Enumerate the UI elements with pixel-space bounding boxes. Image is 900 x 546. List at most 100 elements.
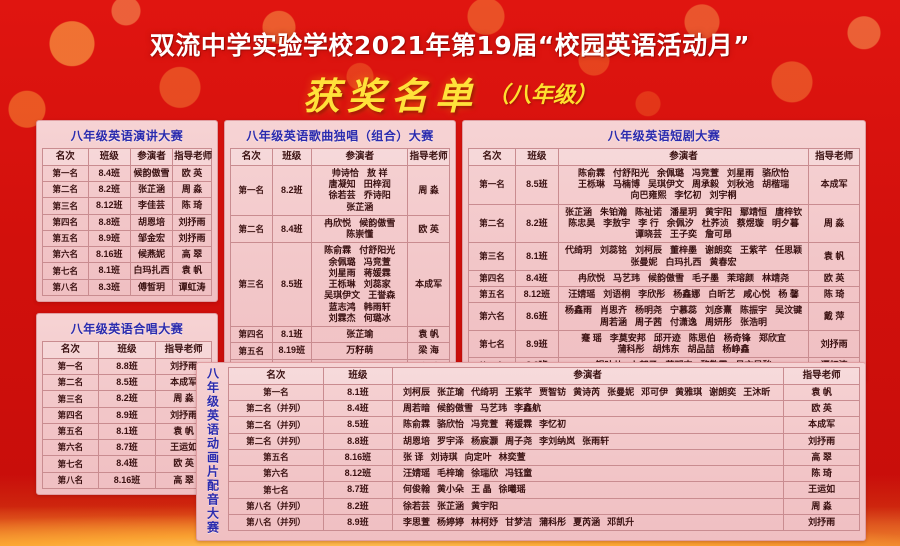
panel-chorus-contest: 八年级英语合唱大赛 名次 班级 指导老师 第一名 8.8班 刘抒雨 第二名 8.5班 本成… <box>36 313 218 495</box>
performer-name: 刘星雨 <box>727 167 755 178</box>
panel-title-dubbing: 八年级英语动画片配音大赛 <box>205 367 220 535</box>
performer-name: 王栎琳 <box>328 279 356 290</box>
performer-name: 任思颖 <box>775 245 803 256</box>
performer-name: 徐若芸 <box>328 190 356 201</box>
performer-name: 张浩明 <box>740 316 768 327</box>
table-row: 第五名 8.1班袁 帆 <box>42 422 212 441</box>
performer-name: 鄢靖恒 <box>740 206 768 217</box>
cell-performers: 张 译刘诗琪 向定叶 林奕萱 <box>392 448 785 467</box>
cell-teacher: 王运如 <box>783 481 860 499</box>
performer-name: 汪婧瑶 <box>403 468 431 479</box>
cell-class: 8.8班 <box>87 213 131 231</box>
cell-performers: 帅诗恰敖 祥唐凝知 田梓润徐若芸 乔诗阳张芷涵 <box>311 164 409 216</box>
performer-name: 向巴雍熙 <box>630 190 667 201</box>
col-class: 班级 <box>87 148 131 166</box>
performer-name: 周若暗 <box>403 403 431 414</box>
performer-name: 张芷涵 <box>437 500 465 511</box>
performer-name: 杨婷婷 <box>437 516 465 527</box>
performer-name: 李忆初 <box>674 190 702 201</box>
cell-class: 8.4班 <box>271 214 313 244</box>
table-row: 第二名（并列） 8.5班 陈俞霖 骆欣怡 冯竞萱 蒋媛霖 李忆初 本成军 <box>228 416 860 434</box>
performer-name: 徐曦瑶 <box>498 484 526 495</box>
performer-name: 马艺玮 <box>613 272 641 283</box>
cell-class: 8.4班 <box>87 164 131 183</box>
cell-teacher: 高 翠 <box>783 448 860 467</box>
cell-teacher: 周 淼 <box>407 164 450 216</box>
page-title: 双流中学实验学校2021年第19届“校园英语活动月” <box>149 31 751 60</box>
cell-performers: 杨鑫雨 肖思齐 杨明尧 宁慕蕊 刘彦熹 陈振宇 吴汶键周若涵 周子茜 付潇逸 周妍彤 张浩明 <box>557 302 810 331</box>
performer-name: 蒋媛霖 <box>363 267 391 278</box>
col-rank: 名次 <box>468 148 516 166</box>
performer-name: 冯钰童 <box>505 468 533 479</box>
cell-performers: 冉欣悦 候韵傲雪陈崇懂 <box>311 214 409 244</box>
performer-name: 付舒阳光 <box>613 167 650 178</box>
cell-class: 8.2班 <box>322 497 394 515</box>
cell-rank: 第二名 <box>42 374 99 392</box>
performer-name: 刘诗琪 <box>430 451 458 462</box>
cell-class: 8.5班 <box>322 416 394 434</box>
performer-name: 黄春宏 <box>709 256 737 267</box>
performer-name: 谢朗奕 <box>705 245 733 256</box>
panel-title-drama: 八年级英语短剧大赛 <box>607 129 721 143</box>
performer-name: 蒋媛霖 <box>505 419 533 430</box>
cell-rank: 第五名 <box>230 342 273 360</box>
cell-teacher: 本成军 <box>808 164 860 205</box>
performer-name: 韩雨轩 <box>363 301 391 312</box>
performer-name: 蒲科彤 <box>539 516 567 527</box>
performer-name: 甘梦洁 <box>505 516 533 527</box>
table-row: 第四名 8.4班 冉欣悦 马艺玮 候韵傲雪 毛子墨 茉瑢颜 林靖尧欧 英 <box>468 269 860 288</box>
col-performers: 参演者 <box>129 148 174 166</box>
cell-performers: 陈俞霖 付舒阳光 余佩璐 冯竞萱 刘星雨 骆欣怡王栎琳 马楠博 吴琪伊文 周承毅 刘秋池 胡楷瑞向巴… <box>557 164 810 205</box>
performer-name: 陈思伯 <box>688 332 716 343</box>
performer-name: 林奕萱 <box>498 451 526 462</box>
cell-teacher: 刘抒雨 <box>808 329 860 359</box>
col-performers: 参演者 <box>557 148 810 166</box>
performer-name: 唐梓钦 <box>775 206 803 217</box>
performer-name: 刘彦熹 <box>705 305 733 316</box>
cell-rank: 第二名（并列） <box>228 400 324 418</box>
cell-teacher: 高 翠 <box>172 246 212 264</box>
cell-rank: 第七名 <box>42 455 99 473</box>
table-row: 第六名 8.6班 杨鑫雨 肖思齐 杨明尧 宁慕蕊 刘彦熹 陈振宇 吴汶键周若涵 周子茜 付潇逸 周妍彤… <box>468 302 860 331</box>
cell-class: 8.7班 <box>97 439 157 457</box>
cell-performers: 胡恩培 罗宇泽 杨宸灏 周子尧 李刘纳岚 张雨轩 <box>392 432 785 450</box>
performer-name: 李刘纳岚 <box>539 435 576 446</box>
cell-teacher: 欧 英 <box>172 164 212 183</box>
table-row: 第四名 8.1班 张芷瑜 袁 帆 <box>230 326 450 344</box>
performer-name: 刘蕊家 <box>363 279 391 290</box>
cell-teacher: 梁 海 <box>407 342 450 360</box>
cell-class: 8.4班 <box>97 455 157 473</box>
panel-speech-contest: 八年级英语演讲大赛 名次 班级 参演者 指导老师 第一名 8.4班 候韵傲雪欧 英第… <box>36 120 218 302</box>
cell-rank: 第一名 <box>42 357 99 376</box>
performer-name: 骆欣怡 <box>762 167 790 178</box>
cell-performers: 汪婧瑶 毛梓瑜 徐瑞欣 冯钰童 <box>392 465 785 483</box>
cell-teacher: 刘抒雨 <box>172 213 212 231</box>
performer-name: 咸心悦 <box>743 289 771 300</box>
cell-rank: 第五名 <box>42 229 89 248</box>
table-header-row: 名次 班级 指导老师 <box>42 341 212 359</box>
performer-name: 马楠博 <box>613 179 641 190</box>
cell-teacher: 谭虹涛 <box>172 278 212 296</box>
subtitle: 获奖名单 <box>302 74 479 118</box>
cell-rank: 第五名 <box>468 286 516 304</box>
performer-name: 白昕艺 <box>708 289 736 300</box>
cell-teacher: 本成军 <box>783 416 860 434</box>
cell-performers: 冉欣悦 马艺玮 候韵傲雪 毛子墨 茉瑢颜 林靖尧 <box>557 269 810 288</box>
cell-teacher: 袁 帆 <box>808 242 860 271</box>
performer-name: 邓凯升 <box>607 516 635 527</box>
cell-performers: 代绮玥 刘蕊铭 刘柯辰 董梓墨 谢朗奕 王紫芊 任思颖张曼妮 白玛扎西 黄春宏 <box>557 242 810 271</box>
speech-body: 第一名 8.4班 候韵傲雪欧 英第二名 8.2班 张芷涵周 淼第三名 8.12班 李佳芸陈 … <box>42 164 212 296</box>
performer-name: 潘星玥 <box>670 206 698 217</box>
performer-name: 冯竞萱 <box>363 256 391 267</box>
table-row: 第六名 8.12班 汪婧瑶 毛梓瑜 徐瑞欣 冯钰童陈 琦 <box>228 465 860 483</box>
cell-rank: 第三名 <box>468 242 516 271</box>
cell-class: 8.8班 <box>322 432 394 450</box>
performer-name: 黄小朵 <box>437 484 465 495</box>
cell-rank: 第六名 <box>42 439 99 457</box>
performer-name: 冉欣悦 <box>324 217 352 228</box>
table-row: 第二名（并列） 8.8班 胡恩培 罗宇泽 杨宸灏 周子尧 李刘纳岚 张雨轩 刘抒雨 <box>228 432 860 450</box>
cell-performers: 胡恩培 <box>129 213 174 231</box>
panel-title-speech: 八年级英语演讲大赛 <box>70 129 184 143</box>
speech-table: 名次 班级 参演者 指导老师 第一名 8.4班 候韵傲雪欧 英第二名 8.2班 张芷涵周… <box>42 148 212 296</box>
